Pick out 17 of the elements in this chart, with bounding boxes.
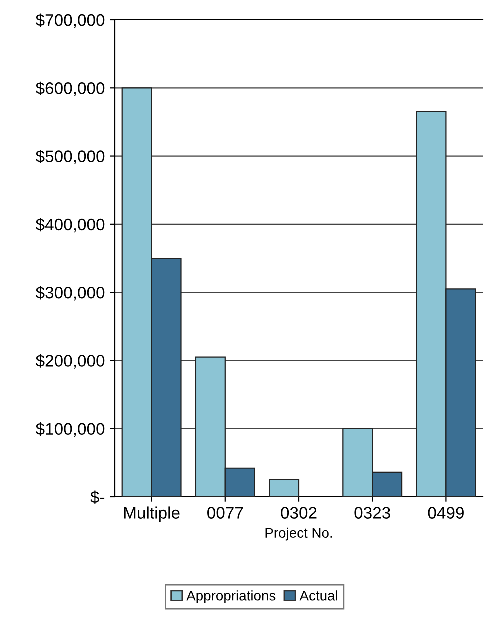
legend-label: Appropriations — [186, 590, 276, 604]
y-tick-label: $300,000 — [36, 286, 105, 301]
bar — [269, 479, 300, 497]
y-tick-label: $500,000 — [36, 150, 105, 164]
x-tick-label: 0077 — [208, 507, 244, 519]
y-tick-label: $200,000 — [36, 354, 105, 369]
x-tick-label: Multiple — [124, 506, 180, 522]
y-tick-label: $- — [90, 490, 105, 504]
x-tick-label: 0323 — [354, 507, 390, 519]
y-tick-label: $400,000 — [36, 218, 105, 233]
y-tick-label: $700,000 — [36, 14, 105, 28]
x-tick-label: 0499 — [428, 507, 464, 519]
legend-label: Actual — [300, 590, 338, 601]
x-tick-label: 0302 — [281, 507, 317, 519]
x-axis-title: Project No. — [266, 528, 332, 541]
y-tick-label: $600,000 — [36, 82, 105, 96]
y-tick-label: $100,000 — [36, 422, 105, 438]
